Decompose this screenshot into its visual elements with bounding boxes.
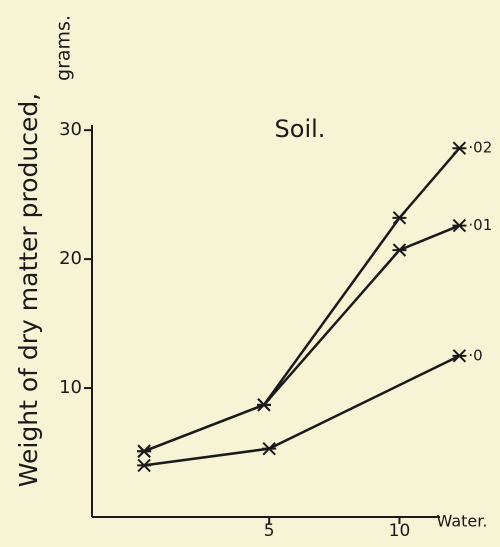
point-marker — [452, 141, 467, 155]
point-marker — [392, 243, 407, 257]
point-marker — [452, 218, 467, 233]
y-axis-unit: grams. — [53, 15, 75, 81]
series-line — [143, 354, 460, 467]
y-tick-label: 20 — [59, 248, 82, 269]
y-tick-label: 10 — [59, 377, 82, 398]
x-axis-label: Water. — [437, 512, 488, 531]
series-line — [143, 147, 461, 453]
series-label: ·0 — [468, 346, 482, 364]
x-tick-label: 5 — [264, 521, 275, 541]
point-marker — [137, 458, 152, 473]
x-tick-label: 10 — [389, 521, 411, 541]
y-axis-label: Weight of dry matter produced, — [14, 93, 43, 487]
point-marker — [392, 211, 407, 225]
series-label: ·01 — [468, 216, 492, 234]
point-marker — [256, 398, 271, 412]
series-line — [143, 224, 460, 453]
point-marker — [137, 444, 152, 458]
series-label: ·02 — [468, 139, 492, 157]
point-marker — [452, 349, 467, 363]
y-tick-label: 30 — [59, 119, 82, 140]
chart-title: Soil. — [275, 115, 326, 143]
point-marker — [262, 441, 277, 456]
